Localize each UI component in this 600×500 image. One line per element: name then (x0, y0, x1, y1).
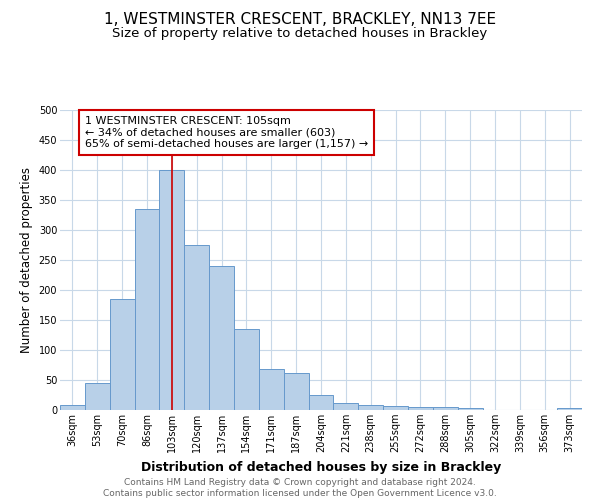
Text: Contains HM Land Registry data © Crown copyright and database right 2024.
Contai: Contains HM Land Registry data © Crown c… (103, 478, 497, 498)
Bar (308, 395, 334, 410)
Bar (234, 329, 259, 410)
Bar (358, 405, 383, 410)
Bar (160, 170, 184, 410)
Bar (557, 408, 582, 410)
Bar (209, 266, 234, 410)
Bar (458, 408, 482, 410)
Bar (110, 299, 134, 410)
Bar (85, 383, 110, 410)
Bar (334, 403, 358, 410)
Bar (284, 373, 308, 410)
Bar (60, 405, 85, 410)
Bar (134, 209, 160, 410)
X-axis label: Distribution of detached houses by size in Brackley: Distribution of detached houses by size … (141, 460, 501, 473)
Bar (433, 407, 458, 410)
Text: 1, WESTMINSTER CRESCENT, BRACKLEY, NN13 7EE: 1, WESTMINSTER CRESCENT, BRACKLEY, NN13 … (104, 12, 496, 28)
Bar (408, 407, 433, 410)
Text: Size of property relative to detached houses in Brackley: Size of property relative to detached ho… (112, 28, 488, 40)
Bar (259, 369, 284, 410)
Y-axis label: Number of detached properties: Number of detached properties (20, 167, 33, 353)
Bar (184, 245, 209, 410)
Bar (383, 406, 408, 410)
Text: 1 WESTMINSTER CRESCENT: 105sqm
← 34% of detached houses are smaller (603)
65% of: 1 WESTMINSTER CRESCENT: 105sqm ← 34% of … (85, 116, 368, 149)
